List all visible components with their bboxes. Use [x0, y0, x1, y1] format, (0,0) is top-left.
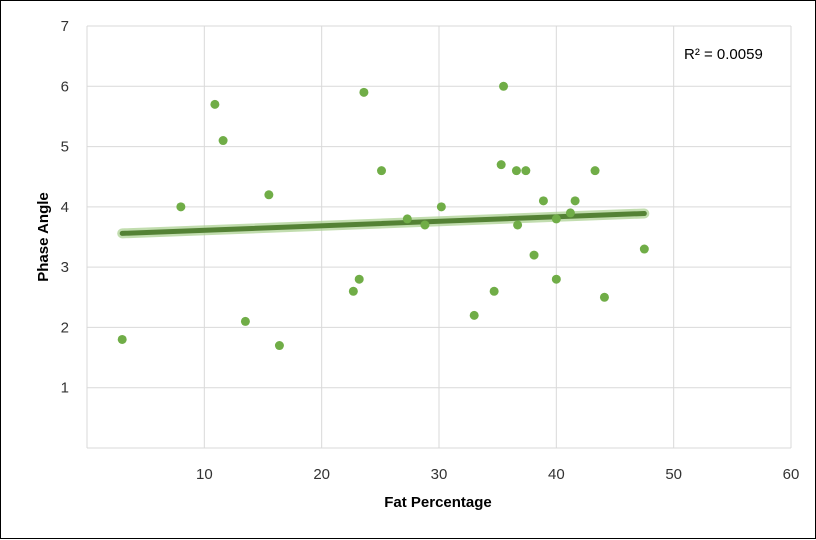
- y-tick-label: 7: [61, 18, 69, 35]
- data-point: [274, 341, 284, 351]
- data-point: [489, 286, 499, 296]
- y-tick-label: 1: [61, 380, 69, 397]
- data-point: [639, 244, 649, 254]
- data-point: [264, 190, 274, 200]
- data-point: [551, 214, 561, 224]
- y-tick-label: 4: [61, 199, 69, 216]
- data-point: [377, 166, 387, 176]
- data-points: [117, 81, 649, 351]
- trendline: [117, 208, 650, 239]
- data-point: [511, 166, 521, 176]
- data-point: [521, 166, 531, 176]
- x-axis-title: Fat Percentage: [384, 494, 492, 511]
- data-point: [354, 274, 364, 284]
- data-point: [538, 196, 548, 206]
- data-point: [496, 160, 506, 170]
- y-tick-label: 2: [61, 319, 69, 336]
- y-tick-label: 5: [61, 139, 69, 156]
- data-point: [210, 99, 220, 109]
- trendline-line: [119, 210, 647, 236]
- data-point: [176, 202, 186, 212]
- x-tick-labels: 10 20 30 40 50 60: [196, 466, 799, 483]
- data-point: [436, 202, 446, 212]
- data-point: [469, 310, 479, 320]
- x-tick-label: 40: [548, 466, 565, 483]
- data-point: [499, 81, 509, 91]
- data-point: [513, 220, 523, 230]
- data-point: [529, 250, 539, 260]
- x-tick-label: 30: [431, 466, 448, 483]
- data-point: [117, 334, 127, 344]
- data-point: [551, 274, 561, 284]
- x-tick-label: 60: [783, 466, 800, 483]
- r-squared-annotation: R² = 0.0059: [684, 46, 763, 63]
- x-tick-label: 20: [313, 466, 330, 483]
- data-point: [402, 214, 412, 224]
- x-tick-label: 50: [665, 466, 682, 483]
- x-tick-label: 10: [196, 466, 213, 483]
- y-axis-title: Phase Angle: [35, 192, 52, 281]
- data-point: [565, 208, 575, 218]
- data-point: [570, 196, 580, 206]
- data-point: [348, 286, 358, 296]
- data-point: [590, 166, 600, 176]
- data-point: [240, 316, 250, 326]
- data-point: [420, 220, 430, 230]
- grid-lines: [86, 25, 792, 449]
- data-point: [218, 136, 228, 146]
- data-point: [359, 87, 369, 97]
- y-tick-label: 6: [61, 78, 69, 95]
- data-point: [599, 292, 609, 302]
- y-tick-label: 3: [61, 259, 69, 276]
- y-tick-labels: 1 2 3 4 5 6 7: [61, 18, 69, 397]
